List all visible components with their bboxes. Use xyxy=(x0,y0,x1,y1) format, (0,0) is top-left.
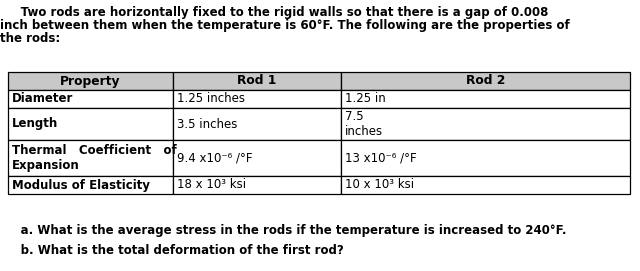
Text: Diameter: Diameter xyxy=(12,92,74,105)
Bar xyxy=(173,140,341,176)
Text: a. What is the average stress in the rods if the temperature is increased to 240: a. What is the average stress in the rod… xyxy=(0,224,566,237)
Bar xyxy=(8,176,173,194)
Bar xyxy=(341,90,630,108)
Text: Two rods are horizontally fixed to the rigid walls so that there is a gap of 0.0: Two rods are horizontally fixed to the r… xyxy=(0,6,548,19)
Text: b. What is the total deformation of the first rod?: b. What is the total deformation of the … xyxy=(0,244,344,257)
Text: 3.5 inches: 3.5 inches xyxy=(177,118,237,131)
Text: the rods:: the rods: xyxy=(0,32,60,45)
Text: 18 x 10³ ksi: 18 x 10³ ksi xyxy=(177,179,246,192)
Bar xyxy=(8,90,173,108)
Bar xyxy=(173,72,341,90)
Bar xyxy=(173,90,341,108)
Text: inch between them when the temperature is 60°F. The following are the properties: inch between them when the temperature i… xyxy=(0,19,570,32)
Bar xyxy=(341,176,630,194)
Bar xyxy=(341,108,630,140)
Text: Modulus of Elasticity: Modulus of Elasticity xyxy=(12,179,150,192)
Text: Rod 1: Rod 1 xyxy=(237,75,276,88)
Text: Thermal   Coefficient   of
Expansion: Thermal Coefficient of Expansion xyxy=(12,144,177,172)
Text: 1.25 inches: 1.25 inches xyxy=(177,92,245,105)
Text: Rod 2: Rod 2 xyxy=(466,75,505,88)
Bar xyxy=(173,176,341,194)
Text: Length: Length xyxy=(12,118,58,131)
Text: Property: Property xyxy=(60,75,121,88)
Bar xyxy=(8,108,173,140)
Text: 13 x10⁻⁶ /°F: 13 x10⁻⁶ /°F xyxy=(345,151,417,164)
Bar xyxy=(173,108,341,140)
Text: 7.5
inches: 7.5 inches xyxy=(345,110,383,138)
Bar xyxy=(341,140,630,176)
Text: 10 x 10³ ksi: 10 x 10³ ksi xyxy=(345,179,414,192)
Bar xyxy=(341,72,630,90)
Bar xyxy=(8,140,173,176)
Bar xyxy=(8,72,173,90)
Text: 9.4 x10⁻⁶ /°F: 9.4 x10⁻⁶ /°F xyxy=(177,151,253,164)
Text: 1.25 in: 1.25 in xyxy=(345,92,386,105)
